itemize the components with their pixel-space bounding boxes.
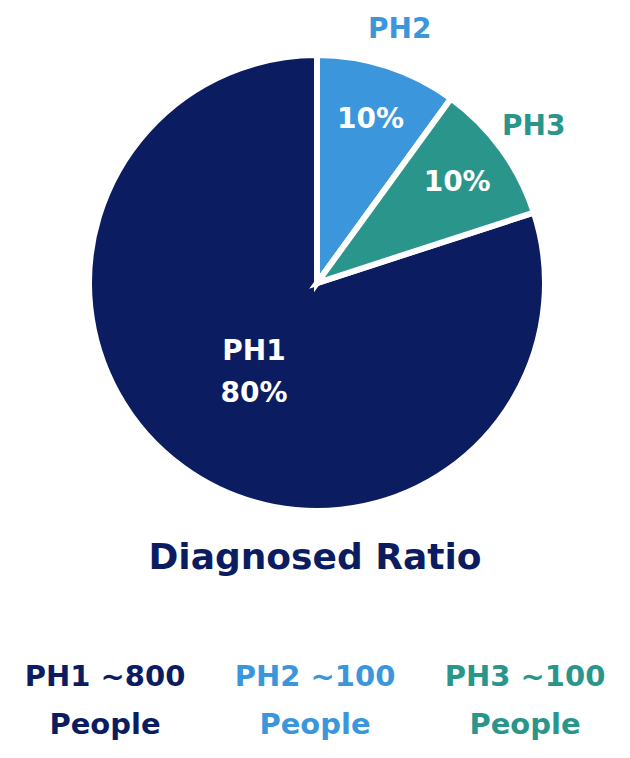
svg-text:10%: 10% (337, 102, 404, 135)
html-text:People: People (259, 707, 371, 741)
html-text:PH2 ~100: PH2 ~100 (234, 659, 396, 693)
html-text:People: People (469, 707, 581, 741)
svg-text:80%: 80% (220, 376, 287, 409)
svg-text:PH2: PH2 (368, 12, 431, 45)
html-text:Diagnosed Ratio: Diagnosed Ratio (148, 536, 482, 577)
html-text:PH3 ~100: PH3 ~100 (444, 659, 606, 693)
svg-text:PH3: PH3 (502, 109, 565, 142)
svg-text:10%: 10% (424, 165, 491, 198)
html-text:People: People (49, 707, 161, 741)
svg-text:PH1: PH1 (222, 334, 285, 367)
html-text:PH1 ~800: PH1 ~800 (24, 659, 186, 693)
